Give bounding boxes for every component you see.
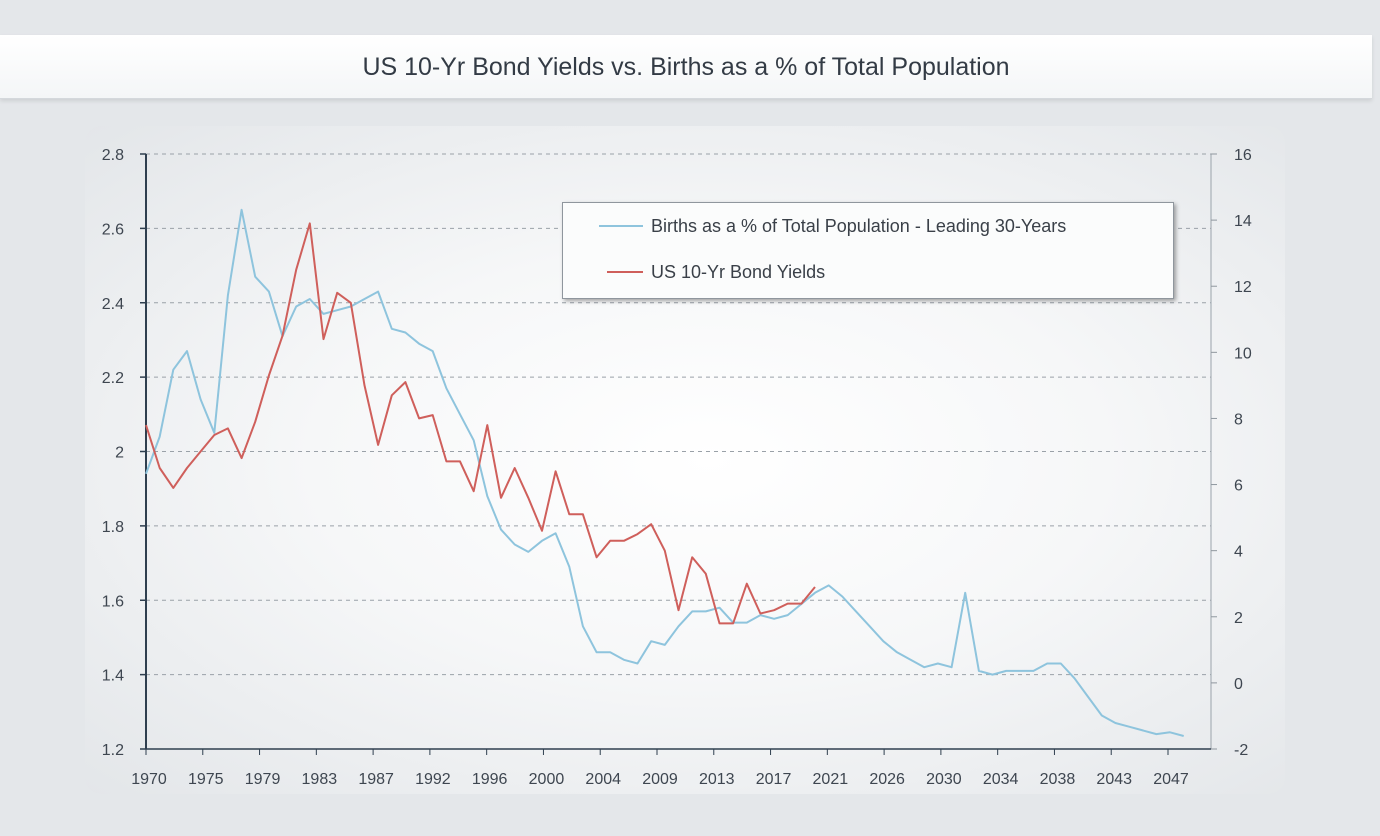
x-tick-label: 2043 (1096, 771, 1132, 788)
axes (140, 153, 1217, 755)
legend-item-births: Births as a % of Total Population - Lead… (563, 214, 1066, 238)
x-tick-label: 1987 (358, 771, 394, 788)
x-tick-label: 2009 (642, 771, 678, 788)
y-left-tick-label: 2 (115, 445, 124, 462)
legend: Births as a % of Total Population - Lead… (562, 202, 1174, 299)
y-left-tick-label: 1.6 (102, 593, 124, 610)
chart-title: US 10-Yr Bond Yields vs. Births as a % o… (362, 53, 1010, 81)
gridlines (146, 153, 1211, 676)
y-left-tick-label: 1.2 (102, 742, 124, 759)
y-right-tick-label: -2 (1234, 742, 1248, 759)
y-right-tick-label: 4 (1234, 544, 1243, 561)
legend-label-births: Births as a % of Total Population - Lead… (651, 215, 1067, 236)
legend-label-bond-yields: US 10-Yr Bond Yields (651, 261, 826, 282)
x-tick-label: 2034 (983, 771, 1019, 788)
y-right-tick-label: 2 (1234, 610, 1243, 627)
legend-swatch-bond-yields (607, 271, 643, 273)
legend-item-bond-yields: US 10-Yr Bond Yields (563, 260, 825, 284)
y-left-tick-label: 1.4 (102, 668, 124, 685)
x-tick-label: 1975 (188, 771, 224, 788)
y-left-tick-label: 2.8 (102, 147, 124, 164)
x-tick-label: 2017 (756, 771, 792, 788)
x-tick-label: 2004 (585, 771, 621, 788)
y-left-tick-label: 2.6 (102, 221, 124, 238)
x-tick-label: 2038 (1040, 771, 1076, 788)
x-tick-label: 1970 (131, 771, 167, 788)
y-right-tick-label: 16 (1234, 147, 1252, 164)
y-right-tick-label: 14 (1234, 213, 1252, 230)
x-tick-label: 2026 (869, 771, 905, 788)
y-right-tick-label: 12 (1234, 279, 1252, 296)
series-group (145, 208, 1184, 737)
x-tick-label: 2013 (699, 771, 735, 788)
y-right-tick-label: 10 (1234, 345, 1252, 362)
y-left-tick-label: 2.2 (102, 370, 124, 387)
tick-labels: 2.8 2.6 2.4 2.2 2 1.8 1.6 1.4 1.2 16 14 12 10 8 6 4 2 0 -2… (102, 147, 1252, 788)
y-right-tick-label: 6 (1234, 478, 1243, 495)
x-tick-label: 1979 (245, 771, 281, 788)
x-tick-label: 1992 (415, 771, 451, 788)
y-left-tick-label: 2.4 (102, 296, 124, 313)
x-tick-label: 2021 (813, 771, 849, 788)
x-tick-label: 2000 (529, 771, 565, 788)
y-right-tick-label: 8 (1234, 411, 1243, 428)
series-line-bond-yields (145, 222, 816, 625)
y-right-tick-label: 0 (1234, 676, 1243, 693)
y-left-tick-label: 1.8 (102, 519, 124, 536)
x-tick-label: 1996 (472, 771, 508, 788)
chart-title-bar: US 10-Yr Bond Yields vs. Births as a % o… (0, 35, 1372, 99)
x-tick-label: 2047 (1153, 771, 1189, 788)
legend-swatch-births (599, 225, 643, 227)
x-tick-label: 2030 (926, 771, 962, 788)
x-tick-label: 1983 (302, 771, 338, 788)
